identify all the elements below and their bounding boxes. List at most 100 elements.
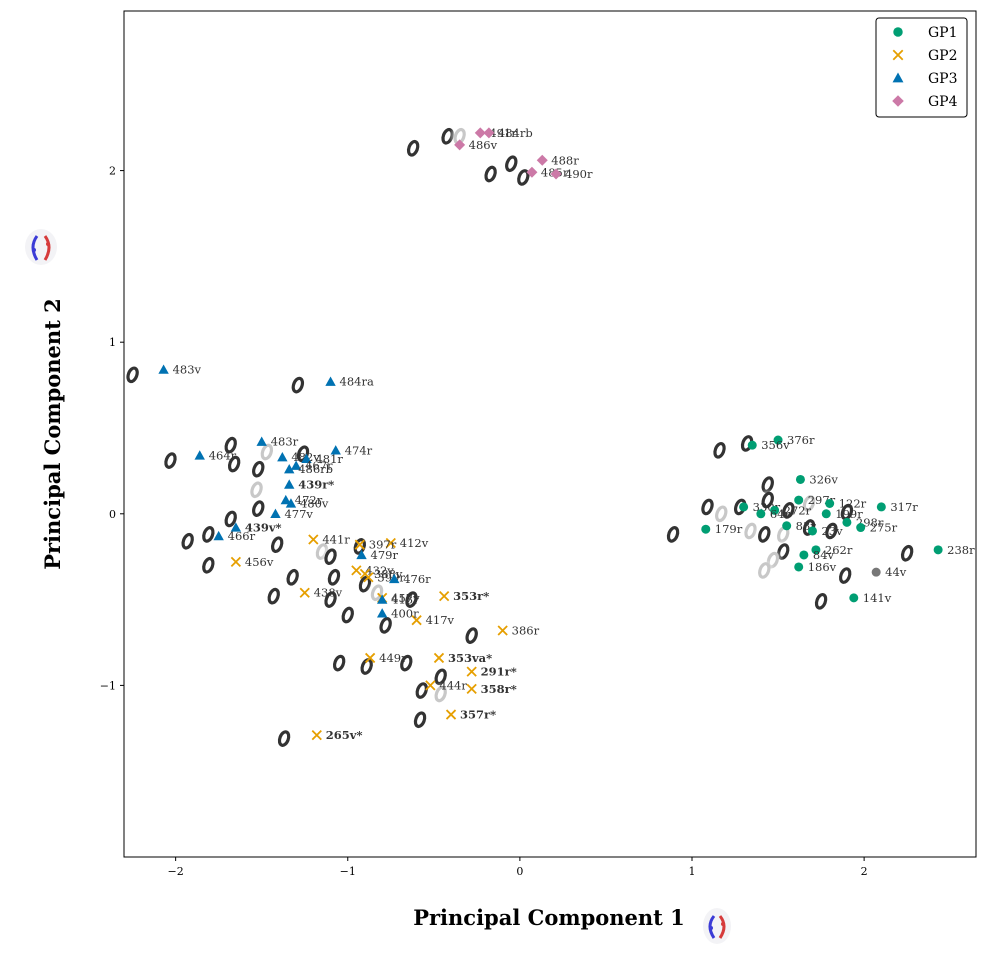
point-label: 466r	[228, 529, 256, 543]
legend: GP1 GP2 GP3 GP4	[875, 17, 968, 118]
x-tick-label: 1	[689, 865, 696, 878]
gp3-point	[270, 508, 281, 518]
gp1-point	[807, 526, 817, 536]
thumbnail-glyph-icon	[484, 165, 497, 183]
point-label: 122r	[839, 496, 867, 510]
thumbnail-halo	[429, 681, 452, 706]
thumbnail-halo	[777, 498, 800, 523]
thumbnail-glyph-icon	[324, 591, 337, 608]
gp3-point	[325, 376, 336, 386]
gp3-point	[376, 594, 388, 604]
legend-marker-gp4	[892, 95, 904, 107]
gp3-point	[280, 494, 291, 505]
legend-label-gp1: GP1	[928, 25, 958, 41]
point-label: 397r	[369, 538, 397, 552]
legend-marker-gp1	[893, 27, 903, 37]
point-label: 456v	[245, 555, 274, 569]
thumbnail-glyph-icon	[277, 730, 291, 747]
gp1-point	[794, 562, 804, 572]
gp3-point	[330, 445, 341, 455]
thumbnail-halo	[756, 488, 779, 513]
point-label: 44v	[885, 565, 907, 579]
point-label: 272r	[784, 503, 812, 517]
thumbnail-halo	[429, 664, 452, 689]
thumbnail-halo	[834, 563, 857, 588]
point-label: 474r	[345, 443, 373, 457]
point-label: 439r*	[298, 478, 334, 492]
thumbnail-glyph-icon	[202, 526, 215, 543]
gp1-point	[849, 593, 859, 603]
legend-marker-gp3	[892, 72, 904, 83]
thumbnail-halo	[798, 491, 821, 516]
point-label: 358r*	[481, 682, 517, 696]
point-label: 400r	[391, 606, 419, 620]
thumbnail-halo	[124, 362, 144, 387]
thumbnail-halo	[402, 136, 425, 161]
gp2-point	[363, 572, 374, 583]
gp4-point	[474, 127, 486, 139]
point-label: 326v	[809, 472, 838, 486]
gp1-point	[794, 495, 804, 505]
point-label: 484ra	[340, 375, 374, 389]
point-label: 353r*	[453, 589, 489, 603]
thumbnail-halo	[753, 522, 776, 547]
thumbnail-halo	[176, 529, 199, 554]
thumbnail-glyph-icon	[341, 606, 354, 624]
thumbnail-glyph-icon	[406, 139, 420, 157]
thumbnail-halo	[262, 584, 285, 609]
thumbnail-glyph-icon	[379, 617, 392, 634]
thumbnail-halo	[197, 522, 220, 547]
gp1-point	[739, 502, 749, 512]
point-label: 413r	[391, 593, 419, 607]
gp3-point	[285, 498, 297, 508]
gp2-point	[385, 537, 396, 549]
gp2-point	[354, 539, 365, 550]
thumbnail-glyph-icon	[252, 500, 265, 517]
point-label: 353va*	[448, 651, 492, 665]
gp2-point	[433, 652, 445, 664]
gp1-point	[825, 498, 835, 508]
thumbnail-glyph-icon	[761, 491, 774, 509]
point-label: 449r	[379, 651, 407, 665]
point-label: 491r	[489, 126, 517, 140]
thumbnail-glyph-icon	[324, 548, 337, 566]
gp1-point	[770, 505, 780, 515]
gp4-point	[454, 139, 466, 151]
thumbnail-glyph-icon	[224, 436, 237, 454]
thumbnail-halo	[753, 558, 776, 583]
legend-label-gp2: GP2	[928, 48, 958, 64]
point-label: 444r	[439, 678, 467, 692]
point-label: 275r	[870, 521, 898, 535]
point-label: 476r	[403, 572, 431, 586]
point-label: 23v	[821, 524, 843, 538]
gp4-point	[483, 127, 495, 139]
gp2-point	[425, 680, 436, 691]
gp1-point	[782, 521, 792, 531]
gp2-point	[230, 556, 242, 567]
gp1-point	[756, 509, 766, 519]
gp1-point	[933, 545, 943, 555]
point-label: 238r	[947, 543, 975, 557]
point-label: 439v*	[245, 521, 282, 535]
y-tick-label: 1	[109, 336, 116, 349]
point-label: 412v	[400, 536, 429, 550]
thumbnail-glyph-icon	[291, 376, 305, 394]
thumbnail-glyph-icon	[260, 443, 274, 461]
point-label: 472r	[295, 493, 323, 507]
gp3-point	[256, 436, 267, 446]
thumbnail-halo	[328, 651, 351, 676]
thumbnail-glyph-icon	[250, 481, 263, 499]
thumbnail-glyph-icon	[838, 567, 852, 584]
gp4-point	[526, 166, 538, 178]
thumbnail-halo	[219, 433, 242, 458]
thumbnail-glyph-icon	[224, 510, 237, 528]
thumbnail-glyph-icon	[405, 591, 418, 608]
gp2-point	[445, 709, 457, 720]
thumbnail-halo	[400, 587, 423, 612]
thumbnail-glyph-icon	[267, 587, 280, 605]
point-label: 376r	[787, 433, 815, 447]
y-tick-label: 2	[109, 165, 116, 178]
thumbnail-halo	[896, 541, 919, 566]
